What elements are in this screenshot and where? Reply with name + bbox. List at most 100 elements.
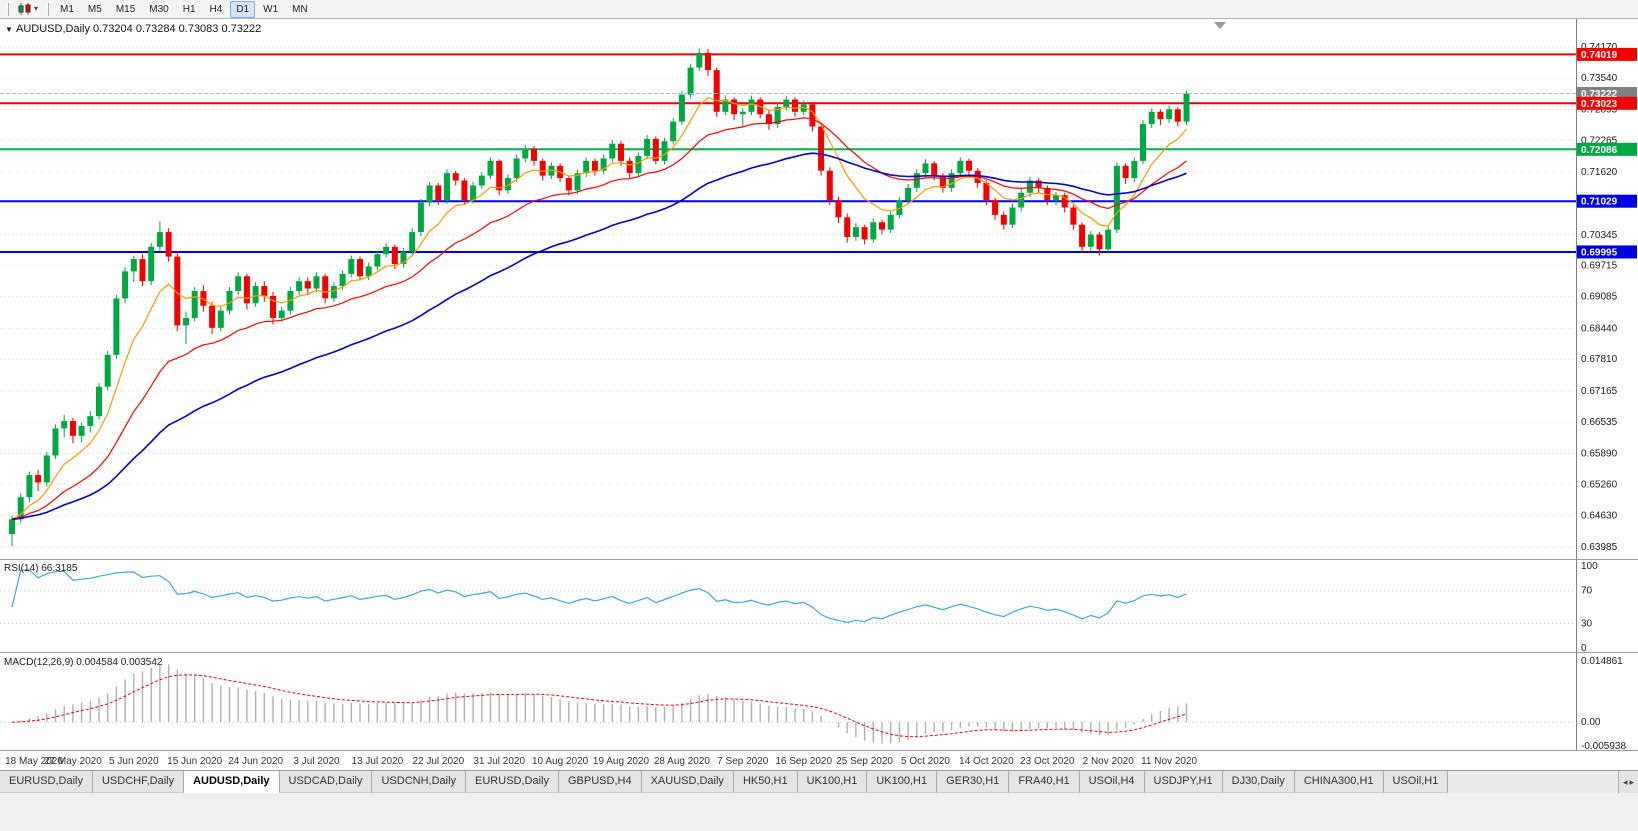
timeframe-button-d1[interactable]: D1: [230, 0, 256, 18]
candle-body: [322, 276, 329, 299]
price-axis: 0.74170 0.73540 0.72895 0.72265 0.71620 0.703…: [1577, 42, 1637, 553]
candle-body: [826, 170, 833, 201]
candle-body: [931, 163, 938, 176]
timeframe-button-mn[interactable]: MN: [292, 3, 308, 15]
timeframe-button-m1[interactable]: M1: [60, 3, 74, 15]
chart-type-button[interactable]: ▾: [13, 0, 42, 18]
tab-uk100-h1[interactable]: UK100,H1: [867, 771, 938, 793]
candle-body: [1061, 195, 1068, 208]
tab-hk50-h1[interactable]: HK50,H1: [733, 771, 798, 793]
timeframe-button-m5[interactable]: M5: [87, 3, 102, 15]
ma-line-8: [11, 96, 1187, 520]
candle-body: [626, 160, 633, 174]
candle-body: [365, 266, 372, 277]
candle-body: [374, 254, 381, 267]
date-label: 14 Oct 2020: [959, 756, 1014, 767]
rsi-axis-label: 70: [1581, 586, 1593, 597]
tab-scroll-arrows[interactable]: ◂ ▸: [1617, 771, 1638, 793]
tab-eurusd-daily[interactable]: EURUSD,Daily: [466, 771, 559, 793]
chart-canvas[interactable]: RSI(14) 66.3185 100 70 30 0 MACD(12,26,9) 0.0…: [0, 19, 1638, 770]
price-line-label: 0.71029: [1581, 197, 1618, 208]
price-line-label-box[interactable]: [1577, 87, 1637, 101]
price-axis-label: 0.65890: [1581, 448, 1618, 459]
timeframe-button-h4[interactable]: H4: [209, 3, 223, 15]
date-label: 7 Sep 2020: [717, 756, 769, 767]
candle-body: [879, 222, 885, 230]
tab-usdchf-daily[interactable]: USDCHF,Daily: [92, 771, 185, 793]
timeframe-button-w1[interactable]: W1: [263, 3, 279, 15]
tab-uk100-h1[interactable]: UK100,H1: [797, 771, 868, 793]
date-label: 5 Oct 2020: [901, 756, 950, 767]
candle-body: [939, 175, 946, 188]
candle-body: [1053, 195, 1059, 201]
candle-body: [661, 141, 668, 161]
timeframe-button-h1[interactable]: H1: [182, 3, 196, 15]
candle-body: [43, 455, 50, 483]
candle-body: [435, 185, 442, 201]
tab-usoil-h1[interactable]: USOil,H1: [1383, 771, 1449, 793]
tab-scroll-left-icon[interactable]: ◂: [1622, 776, 1628, 787]
tab-gbpusd-h4[interactable]: GBPUSD,H4: [559, 771, 642, 793]
price-line-label-box[interactable]: [1577, 96, 1637, 110]
symbol-dropdown-icon[interactable]: ▼: [5, 25, 13, 34]
tab-ger30-h1[interactable]: GER30,H1: [937, 771, 1010, 793]
date-label: 3 Jul 2020: [293, 756, 340, 767]
candle-body: [339, 273, 346, 287]
toolbar-grip[interactable]: [46, 2, 50, 16]
candle-body: [130, 259, 137, 272]
timeframe-button-m15[interactable]: M15: [115, 3, 136, 15]
price-axis-label: 0.70345: [1581, 230, 1618, 241]
candle-body: [296, 281, 303, 291]
candle-body: [565, 178, 572, 191]
date-label: 10 Aug 2020: [532, 756, 589, 767]
candle-body: [948, 173, 955, 188]
tab-usoil-h4[interactable]: USOil,H4: [1079, 771, 1145, 793]
candle-body: [87, 416, 94, 426]
tab-usdcnh-daily[interactable]: USDCNH,Daily: [372, 771, 467, 793]
ma-line-45: [11, 152, 1187, 521]
date-label: 23 Oct 2020: [1020, 756, 1075, 767]
tab-eurusd-daily[interactable]: EURUSD,Daily: [0, 771, 93, 793]
timeframe-button-m30[interactable]: M30: [149, 3, 169, 15]
price-grid: [0, 46, 1576, 548]
tab-usdjpy-h1[interactable]: USDJPY,H1: [1144, 771, 1223, 793]
candle-body: [1113, 165, 1120, 230]
chart-shift-icon[interactable]: [1214, 22, 1226, 29]
tab-scroll-right-icon[interactable]: ▸: [1629, 776, 1634, 787]
price-line-label-box[interactable]: [1577, 194, 1637, 208]
candle-body: [887, 214, 894, 230]
candle-body: [383, 246, 390, 255]
candle-body: [461, 180, 468, 201]
price-axis-label: 0.73540: [1581, 73, 1618, 84]
tab-xauusd-daily[interactable]: XAUUSD,Daily: [641, 771, 734, 793]
price-line-label-box[interactable]: [1577, 47, 1637, 61]
candle-body: [1087, 234, 1094, 247]
tab-fra40-h1[interactable]: FRA40,H1: [1009, 771, 1080, 793]
candle-body: [270, 295, 276, 318]
tab-audusd-daily[interactable]: AUDUSD,Daily: [184, 771, 280, 793]
candle-body: [966, 160, 972, 171]
date-label: 28 Aug 2020: [654, 756, 711, 767]
candle-body: [574, 173, 581, 191]
macd-axis-label: -0.005938: [1581, 741, 1626, 752]
tab-china300-h1[interactable]: CHINA300,H1: [1294, 771, 1384, 793]
price-line-label-box[interactable]: [1577, 142, 1637, 156]
candle-body: [765, 114, 772, 125]
price-line-label: 0.73023: [1581, 99, 1618, 110]
tab-usdcad-daily[interactable]: USDCAD,Daily: [279, 771, 373, 793]
toolbar-grip[interactable]: [6, 2, 9, 16]
candle-body: [1174, 109, 1181, 122]
candle-body: [600, 158, 607, 171]
candle-body: [1009, 207, 1016, 225]
candles: [9, 48, 1190, 547]
timeframes-toolbar: ▾ M1 M5 M15 M30 H1 H4 D1 W1 MN: [0, 0, 1638, 19]
candle-body: [539, 160, 546, 176]
candle-body: [591, 160, 598, 171]
price-line-label: 0.69995: [1581, 247, 1618, 258]
bottom-strip: [0, 793, 1638, 831]
tab-dj30-daily[interactable]: DJ30,Daily: [1222, 771, 1295, 793]
price-line-label-box[interactable]: [1577, 245, 1637, 259]
chart-area: RSI(14) 66.3185 100 70 30 0 MACD(12,26,9) 0.0…: [0, 19, 1638, 770]
price-axis-label: 0.68440: [1581, 323, 1618, 334]
date-label: 31 Jul 2020: [473, 756, 525, 767]
